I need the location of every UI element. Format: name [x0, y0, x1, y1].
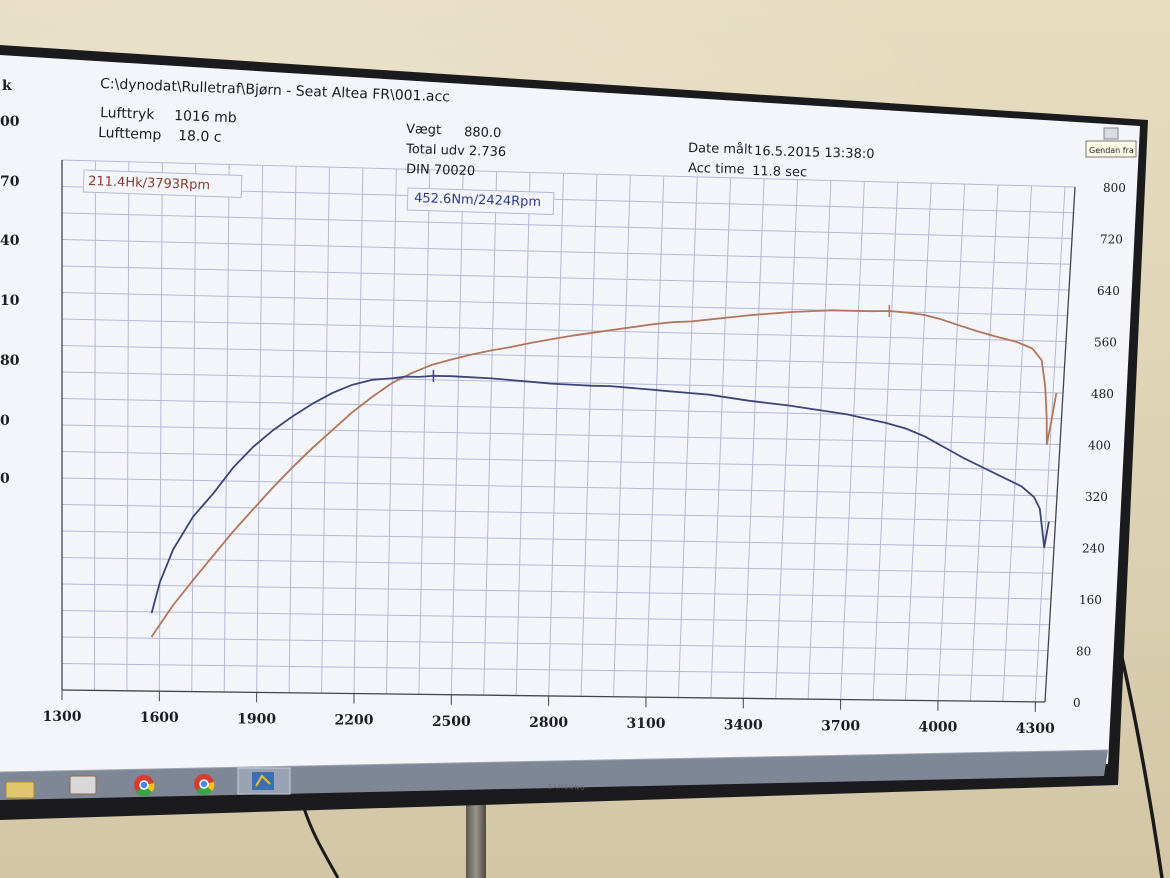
torque-peak-box: 452.6Nm/2424Rpm	[406, 187, 555, 216]
chrome-icon[interactable]	[194, 774, 215, 795]
y-tick-label: 80	[1076, 645, 1091, 659]
x-tick-label: 3700	[821, 719, 860, 735]
power-cable-left	[302, 808, 340, 878]
date-value: 16.5.2015 13:38:0	[754, 144, 875, 162]
left-axis-partial: k 00 70 40 10 80 0 0	[0, 78, 20, 487]
y-tick-label: 240	[1082, 542, 1105, 556]
x-tick-label: 2200	[334, 713, 373, 729]
grid-line-horizontal	[61, 371, 1064, 394]
grid-line-horizontal	[61, 318, 1067, 342]
tooltip-text: Gendan fra	[1089, 146, 1134, 155]
left-axis-tick: 0	[0, 413, 10, 429]
dyno-app-icon[interactable]	[237, 767, 291, 795]
grid-line-horizontal	[61, 265, 1070, 291]
grid-line-horizontal	[61, 504, 1056, 523]
din-standard: DIN 70020	[406, 162, 475, 179]
x-tick-label: 1900	[237, 711, 276, 727]
screen	[0, 55, 1140, 775]
x-tick-label: 4300	[1016, 721, 1055, 737]
left-axis-unit: k	[2, 78, 12, 94]
restore-tooltip: Gendan fra	[1085, 140, 1137, 158]
grid-line-horizontal	[61, 239, 1071, 265]
torque-peak-label: 452.6Nm/2424Rpm	[414, 191, 541, 210]
grid-line-horizontal	[61, 398, 1062, 420]
y-tick-label: 640	[1097, 284, 1120, 298]
left-axis-tick: 40	[0, 233, 20, 249]
power-peak-box: 211.4Hk/3793Rpm	[82, 169, 243, 199]
x-tick-label: 1300	[43, 709, 82, 725]
left-axis-tick: 70	[0, 174, 20, 190]
folder-icon[interactable]	[5, 781, 35, 799]
monitor-brand: SAMSUNG	[547, 783, 586, 792]
date-label: Date målt	[688, 141, 753, 158]
left-axis-tick: 80	[0, 353, 20, 369]
lufttemp-label: Lufttemp	[98, 125, 162, 143]
y-axis-right	[1044, 186, 1076, 703]
grid-line-horizontal	[61, 636, 1049, 651]
x-tick-label: 2500	[432, 714, 471, 730]
lufttemp-value: 18.0 c	[178, 128, 222, 146]
lufttryk-value: 1016 mb	[174, 108, 237, 126]
y-tick-label: 0	[1073, 696, 1081, 710]
x-tick-label: 3100	[626, 716, 665, 732]
grid-line-horizontal	[61, 557, 1053, 574]
vaegt-value: 880.0	[464, 125, 502, 141]
total-udv: Total udv 2.736	[405, 142, 506, 160]
y-tick-label: 400	[1088, 439, 1111, 453]
restore-button[interactable]	[1103, 127, 1119, 140]
grid-line-horizontal	[61, 451, 1059, 471]
x-tick-label: 3400	[724, 717, 763, 733]
header-info: C:\dynodat\Rulletraf\Bjørn - Seat Altea …	[98, 76, 875, 180]
vaegt-label: Vægt	[406, 122, 441, 138]
left-axis-tick: 00	[0, 114, 20, 130]
x-axis	[61, 689, 1046, 703]
series-line	[150, 374, 1050, 614]
x-tick-label: 1600	[140, 710, 179, 726]
y-tick-label: 800	[1103, 181, 1126, 195]
monitor-stand	[466, 800, 486, 878]
left-axis-tick: 10	[0, 293, 20, 309]
y-tick-label: 480	[1091, 387, 1114, 401]
acc-time-label: Acc time	[688, 161, 745, 177]
grid-line-horizontal	[61, 212, 1073, 239]
y-tick-label: 160	[1079, 593, 1102, 607]
grid-line-horizontal	[61, 159, 1076, 188]
grid-line-horizontal	[61, 530, 1055, 548]
grid-line-horizontal	[61, 424, 1061, 445]
y-tick-label: 560	[1094, 336, 1117, 350]
acc-time-value: 11.8 sec	[752, 164, 807, 180]
grid-line-horizontal	[61, 663, 1047, 677]
left-axis-tick: 0	[0, 471, 10, 487]
series-line	[150, 309, 1058, 638]
x-tick-label: 2800	[529, 715, 568, 731]
app-icon[interactable]	[69, 775, 97, 795]
grid-line-horizontal	[61, 477, 1058, 497]
chrome-icon[interactable]	[134, 775, 155, 796]
lufttryk-label: Lufttryk	[100, 105, 156, 123]
y-tick-label: 720	[1100, 233, 1123, 247]
taskbar-icons	[5, 767, 291, 799]
power-peak-label: 211.4Hk/3793Rpm	[88, 174, 210, 193]
grid-line-horizontal	[61, 610, 1050, 626]
grid-line-horizontal	[61, 345, 1065, 368]
y-tick-label: 320	[1085, 490, 1108, 504]
grid-line-horizontal	[61, 583, 1052, 600]
x-tick-label: 4000	[918, 720, 957, 736]
